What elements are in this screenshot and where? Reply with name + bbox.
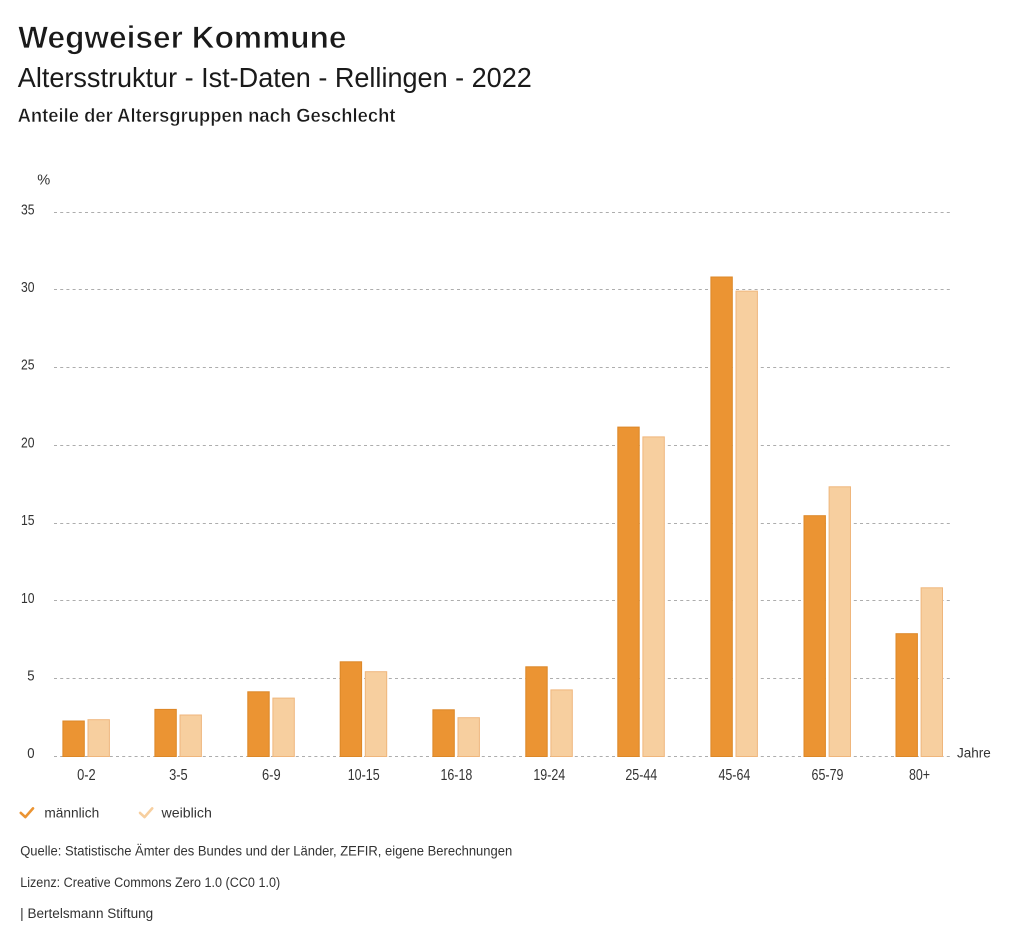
svg-text:19-24: 19-24 <box>533 767 565 784</box>
svg-text:30: 30 <box>21 279 35 296</box>
svg-text:35: 35 <box>21 201 35 218</box>
svg-text:Quelle: Statistische Ämter des: Quelle: Statistische Ämter des Bundes un… <box>20 844 512 859</box>
svg-text:0: 0 <box>27 745 34 762</box>
svg-text:Anteile der Altersgruppen nach: Anteile der Altersgruppen nach Geschlech… <box>18 106 397 127</box>
svg-text:25: 25 <box>21 357 35 374</box>
svg-text:20: 20 <box>21 434 35 451</box>
svg-text:65-79: 65-79 <box>812 767 844 784</box>
svg-text:6-9: 6-9 <box>262 767 281 784</box>
svg-text:16-18: 16-18 <box>440 767 472 784</box>
svg-text:Altersstruktur - Ist-Daten - R: Altersstruktur - Ist-Daten - Rellingen -… <box>18 62 532 93</box>
svg-text:weiblich: weiblich <box>160 806 211 821</box>
svg-text:Lizenz: Creative Commons Zero: Lizenz: Creative Commons Zero 1.0 (CC0 1… <box>20 875 280 890</box>
svg-text:3-5: 3-5 <box>169 767 188 784</box>
svg-text:10: 10 <box>21 590 35 607</box>
svg-text:männlich: männlich <box>44 806 99 821</box>
svg-text:Jahre: Jahre <box>957 746 991 761</box>
svg-text:15: 15 <box>21 512 35 529</box>
svg-text:| Bertelsmann Stiftung: | Bertelsmann Stiftung <box>20 906 153 921</box>
svg-text:80+: 80+ <box>909 767 930 784</box>
svg-text:10-15: 10-15 <box>348 767 380 784</box>
svg-text:Wegweiser Kommune: Wegweiser Kommune <box>18 20 346 55</box>
svg-text:45-64: 45-64 <box>718 767 750 784</box>
svg-text:0-2: 0-2 <box>77 767 96 784</box>
svg-text:5: 5 <box>27 668 34 685</box>
svg-text:25-44: 25-44 <box>625 767 657 784</box>
svg-text:%: % <box>37 172 50 189</box>
